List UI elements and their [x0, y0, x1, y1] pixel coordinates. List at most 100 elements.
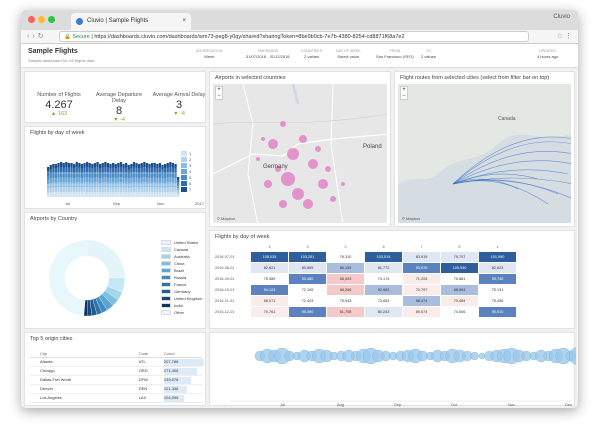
heatmap-cell[interactable]: 79,707: [440, 250, 479, 263]
heatmap-cell[interactable]: 93,970: [402, 261, 441, 274]
table-row: 2016-08-01 82,621 80,895 86,155 81,772 93,970…: [214, 261, 517, 274]
heatmap-cell[interactable]: 88,374: [402, 294, 441, 307]
airports-map[interactable]: Germany Poland © Mapbox + −: [213, 84, 387, 223]
back-forward-reload-icons[interactable]: ‹›↻: [27, 33, 47, 40]
bar-segment: [101, 177, 104, 183]
table-row[interactable]: Atlanta ATL 207,786: [30, 357, 204, 367]
table-row[interactable]: Los Angeles LAX 104,096: [30, 393, 202, 403]
filter-day-of-week[interactable]: DAY OF WEEK Select value: [336, 49, 361, 59]
filter-countries[interactable]: COUNTRIES 2 values: [301, 49, 323, 59]
legend-item[interactable]: Canada368: [161, 246, 218, 253]
heatmap-cell[interactable]: 82,623: [478, 261, 517, 274]
filter-to[interactable]: TO 2 values: [421, 49, 436, 59]
browser-tab[interactable]: Cluvio | Sample Flights ×: [71, 13, 191, 30]
column-header[interactable]: 7: [420, 244, 423, 249]
browser-user[interactable]: Cluvio: [553, 14, 570, 20]
heatmap-cell[interactable]: 70,484: [440, 294, 479, 307]
heatmap-cell[interactable]: 82,621: [250, 261, 289, 274]
legend-item[interactable]: Russia146: [161, 274, 218, 281]
heatmap-cell[interactable]: 75,131: [478, 283, 517, 296]
bar-segment: [78, 172, 81, 178]
heatmap-cell[interactable]: 72,443: [288, 294, 327, 307]
heatmap-cell[interactable]: 103,515: [364, 250, 403, 263]
heatmap-cell[interactable]: 81,772: [364, 261, 403, 274]
url-field[interactable]: 🔒 Secure | https://dashboards.cluvio.com…: [59, 31, 529, 42]
bar-segment: [156, 187, 159, 193]
heatmap-cell[interactable]: 95,510: [478, 305, 517, 318]
column-header[interactable]: 4: [268, 244, 271, 249]
heatmap-cell[interactable]: 75,943: [326, 294, 365, 307]
heatmap-cell[interactable]: 72,195: [288, 283, 327, 296]
heatmap-cell[interactable]: 75,456: [478, 294, 517, 307]
heatmap-cell[interactable]: 83,919: [402, 250, 441, 263]
heatmap-cell[interactable]: 70,761: [250, 305, 289, 318]
star-menu-icons[interactable]: ☆ ⋮: [556, 33, 572, 40]
column-header[interactable]: 1: [496, 244, 499, 249]
filter-aggregation[interactable]: AGGREGATION Week: [196, 49, 223, 59]
tab-title: Cluvio | Sample Flights: [87, 18, 149, 24]
heatmap-cell[interactable]: 58,256: [326, 283, 365, 296]
table-row[interactable]: Dallas-Fort Worth DFW 139,576: [30, 375, 202, 385]
table-row[interactable]: Chicago ORD 171,406: [30, 366, 202, 376]
heatmap-cell[interactable]: 58,343: [326, 272, 365, 285]
zoom-controls[interactable]: + −: [400, 86, 408, 100]
heatmap-cell[interactable]: 75,589: [250, 272, 289, 285]
table-row[interactable]: Denver DEN 121,336: [30, 384, 202, 394]
bar-segment: [114, 173, 117, 179]
heatmap-cell[interactable]: 75,881: [440, 272, 479, 285]
heatmap-cell[interactable]: 93,480: [288, 272, 327, 285]
legend-item[interactable]: Australia215: [161, 253, 218, 260]
heatmap-cell[interactable]: 95,060: [288, 305, 327, 318]
heatmap-cell[interactable]: 71,205: [402, 272, 441, 285]
bubble-chart[interactable]: Jul Aug Sep Oct Nov Dec: [210, 333, 576, 407]
legend-item[interactable]: United States1,466: [161, 239, 221, 246]
heatmap-cell[interactable]: 76,310: [326, 250, 365, 263]
heatmap-cell[interactable]: 92,983: [364, 283, 403, 296]
minimize-window-icon[interactable]: [38, 16, 45, 23]
heatmap-cell[interactable]: 94,123: [250, 283, 289, 296]
close-tab-icon[interactable]: ×: [182, 18, 186, 24]
heatmap-cell[interactable]: 80,895: [288, 261, 327, 274]
heatmap-cell[interactable]: 61,708: [326, 305, 365, 318]
legend-item[interactable]: Other2,866: [161, 309, 221, 316]
heatmap-cell[interactable]: 68,071: [250, 294, 289, 307]
mapbox-logo[interactable]: © Mapbox: [217, 216, 236, 221]
bar-segment: [143, 177, 146, 182]
legend-item[interactable]: China189: [161, 260, 218, 267]
heatmap-cell[interactable]: 105,530: [440, 261, 479, 274]
heatmap-cell[interactable]: 73,653: [364, 294, 403, 307]
filter-from[interactable]: FROM San Francisco (SFO): [376, 49, 414, 59]
heatmap-cell[interactable]: 101,990: [478, 250, 517, 263]
heatmap-cell[interactable]: 103,251: [288, 250, 327, 263]
mapbox-logo[interactable]: © Mapbox: [402, 216, 421, 221]
close-window-icon[interactable]: [28, 16, 35, 23]
legend-item[interactable]: Germany127: [161, 288, 218, 295]
legend-swatch: [181, 169, 187, 174]
heatmap-cell[interactable]: 86,155: [326, 261, 365, 274]
bar-segment: [122, 192, 125, 197]
country-donut-chart[interactable]: [25, 213, 155, 330]
legend-item[interactable]: France130: [161, 281, 218, 288]
legend-item[interactable]: India101: [161, 302, 218, 309]
column-header[interactable]: 2: [344, 244, 347, 249]
routes-map[interactable]: Canada © Mapbox + −: [398, 84, 571, 223]
heatmap-cell[interactable]: 88,894: [440, 283, 479, 296]
zoom-controls[interactable]: + −: [215, 86, 223, 100]
maximize-window-icon[interactable]: [48, 16, 55, 23]
filter-timerange[interactable]: TIMERANGE 31/07/2016 - 31/12/2016: [246, 49, 290, 59]
column-header[interactable]: 3: [306, 244, 309, 249]
route-line: [452, 178, 519, 190]
column-header[interactable]: 6: [382, 244, 385, 249]
heatmap-cell[interactable]: 105,035: [250, 250, 289, 263]
column-header[interactable]: 5: [458, 244, 461, 249]
heatmap-cell[interactable]: 74,174: [364, 272, 403, 285]
heatmap-cell[interactable]: 69,674: [402, 305, 441, 318]
bar-segment: [140, 177, 143, 183]
heatmap-cell[interactable]: 74,506: [440, 305, 479, 318]
legend-item[interactable]: United Kingdom101: [161, 295, 218, 302]
legend-item[interactable]: Brazil184: [161, 267, 218, 274]
heatmap-cell[interactable]: 70,797: [402, 283, 441, 296]
heatmap-cell[interactable]: 80,243: [364, 305, 403, 318]
heatmap-cell[interactable]: 95,740: [478, 272, 517, 285]
